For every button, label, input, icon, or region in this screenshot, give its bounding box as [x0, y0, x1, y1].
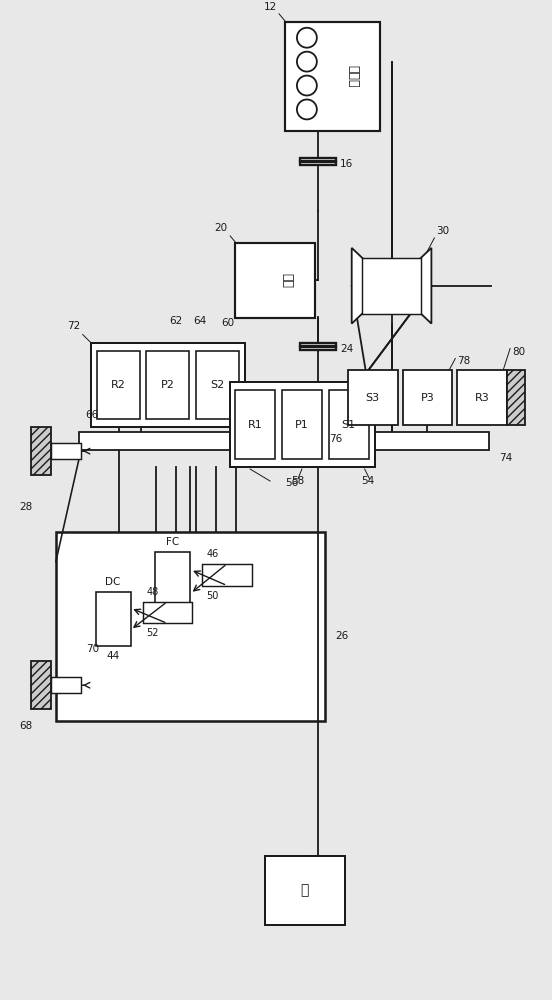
Bar: [265, 856, 345, 925]
Text: 74: 74: [499, 453, 512, 463]
Text: 12: 12: [264, 2, 277, 12]
Bar: [202, 564, 252, 586]
Bar: [300, 162, 336, 165]
Text: 46: 46: [206, 549, 219, 559]
Bar: [230, 382, 375, 467]
Text: 54: 54: [362, 476, 375, 486]
Text: 30: 30: [437, 226, 449, 236]
Bar: [300, 347, 336, 350]
Bar: [156, 552, 190, 611]
Text: S2: S2: [211, 380, 225, 390]
Text: 66: 66: [86, 410, 99, 420]
Bar: [235, 243, 315, 318]
Bar: [51, 677, 81, 693]
Text: DC: DC: [105, 577, 121, 587]
Text: R2: R2: [110, 380, 125, 390]
Text: FC: FC: [166, 537, 179, 547]
Bar: [282, 390, 322, 459]
Text: 16: 16: [340, 159, 353, 169]
Text: 26: 26: [335, 631, 348, 641]
Circle shape: [297, 52, 317, 72]
Text: 68: 68: [19, 721, 32, 731]
Text: 56: 56: [285, 478, 298, 488]
Bar: [402, 370, 452, 425]
Text: 76: 76: [330, 434, 343, 444]
Text: P2: P2: [161, 380, 175, 390]
Text: 80: 80: [512, 347, 525, 357]
Bar: [146, 351, 189, 419]
Text: P1: P1: [295, 420, 309, 430]
Bar: [197, 351, 239, 419]
Text: 52: 52: [146, 628, 159, 638]
Bar: [348, 370, 397, 425]
Bar: [300, 343, 336, 346]
Bar: [31, 661, 51, 709]
Text: 20: 20: [214, 223, 227, 233]
Bar: [31, 427, 51, 475]
Text: 58: 58: [291, 476, 305, 486]
Text: 24: 24: [340, 344, 353, 354]
Bar: [97, 351, 140, 419]
Bar: [457, 370, 507, 425]
Text: 78: 78: [457, 356, 470, 366]
Bar: [91, 343, 245, 427]
Bar: [362, 258, 421, 314]
Text: 72: 72: [67, 321, 81, 331]
Bar: [51, 443, 81, 459]
Text: 70: 70: [86, 644, 99, 654]
Bar: [300, 158, 336, 161]
Text: 28: 28: [19, 502, 32, 512]
Bar: [329, 390, 369, 459]
Bar: [56, 532, 325, 721]
Text: S3: S3: [365, 393, 380, 403]
Circle shape: [297, 76, 317, 95]
Text: R3: R3: [475, 393, 490, 403]
Text: 电机: 电机: [280, 273, 294, 288]
Text: 48: 48: [146, 587, 158, 597]
Text: R1: R1: [248, 420, 262, 430]
Bar: [285, 22, 380, 131]
Circle shape: [297, 99, 317, 119]
Bar: [507, 370, 525, 425]
Circle shape: [297, 28, 317, 48]
Bar: [235, 390, 275, 459]
Bar: [79, 432, 489, 450]
Bar: [95, 592, 131, 646]
Text: P3: P3: [421, 393, 434, 403]
Text: 50: 50: [206, 591, 219, 601]
Text: 泵: 泵: [301, 883, 309, 897]
Text: 62: 62: [169, 316, 182, 326]
Polygon shape: [352, 248, 432, 324]
Bar: [142, 602, 192, 623]
Text: 64: 64: [194, 316, 207, 326]
Text: S1: S1: [342, 420, 356, 430]
Text: 60: 60: [221, 318, 235, 328]
Text: 44: 44: [107, 651, 120, 661]
Text: 发动机: 发动机: [347, 65, 359, 88]
